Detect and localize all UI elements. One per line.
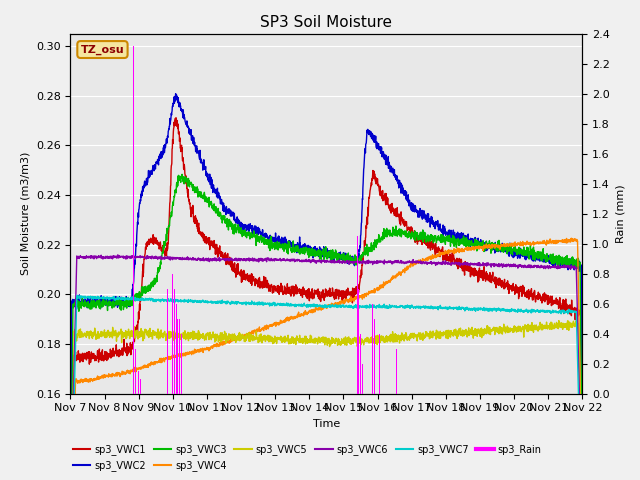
Bar xyxy=(360,334,361,394)
Bar xyxy=(182,348,184,394)
Bar xyxy=(181,334,182,394)
Y-axis label: Rain (mm): Rain (mm) xyxy=(616,184,625,243)
Legend: sp3_VWC1, sp3_VWC2, sp3_VWC3, sp3_VWC4, sp3_VWC5, sp3_VWC6, sp3_VWC7, sp3_Rain: sp3_VWC1, sp3_VWC2, sp3_VWC3, sp3_VWC4, … xyxy=(69,441,546,475)
Bar xyxy=(358,288,359,394)
Bar xyxy=(177,319,179,394)
Bar xyxy=(135,348,136,394)
Y-axis label: Soil Moisture (m3/m3): Soil Moisture (m3/m3) xyxy=(20,152,30,276)
Bar xyxy=(396,348,397,394)
Bar xyxy=(136,364,138,394)
Bar xyxy=(176,303,177,394)
Text: TZ_osu: TZ_osu xyxy=(81,44,124,55)
Bar xyxy=(356,236,358,394)
Bar xyxy=(179,319,180,394)
Bar xyxy=(172,274,173,394)
Title: SP3 Soil Moisture: SP3 Soil Moisture xyxy=(260,15,392,30)
Bar xyxy=(362,364,363,394)
Bar xyxy=(133,46,134,394)
Bar xyxy=(138,371,139,394)
Bar xyxy=(372,303,373,394)
Bar xyxy=(140,379,141,394)
X-axis label: Time: Time xyxy=(313,419,340,429)
Bar xyxy=(379,334,380,394)
Bar xyxy=(167,288,168,394)
Bar xyxy=(174,288,175,394)
